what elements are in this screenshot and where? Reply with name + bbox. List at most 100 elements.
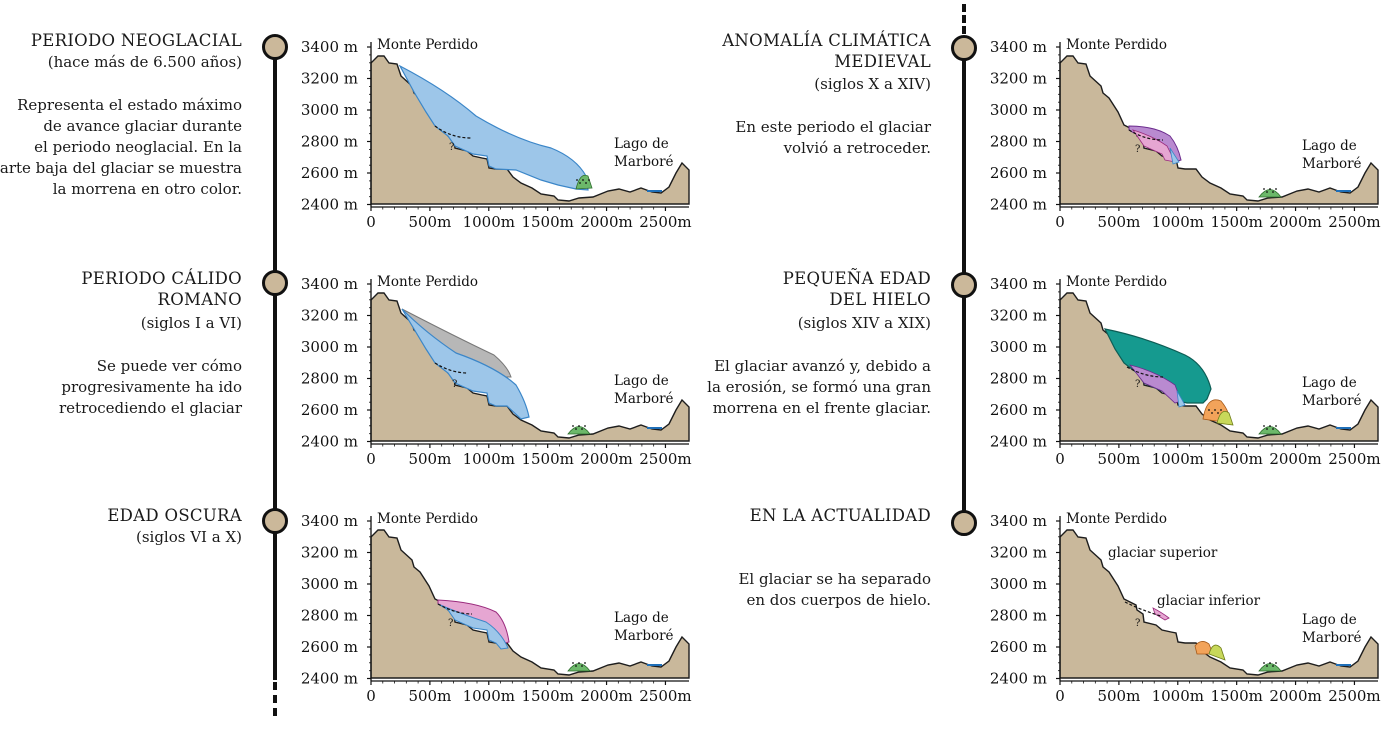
green-moraine [575,174,593,190]
title-line: ROMANO [157,290,242,309]
lake-label: Marboré [1302,156,1362,172]
x-tick-label: 500m [408,687,451,705]
x-tick-label: 1000m [1152,213,1204,231]
timeline-node-neoglacial [262,34,288,60]
timeline-node-pequena-edad [951,272,977,298]
glacier-ice [398,64,589,191]
moraine-dot [584,425,586,427]
terrain-profile [370,292,690,442]
description-line: El glaciar se ha separado [738,570,931,588]
description-line: En este periodo el glaciar [735,118,931,136]
description-line: parte baja del glaciar se muestra [0,159,242,177]
lake-label: Lago de [1302,612,1357,628]
x-tick-label: 1500m [1210,687,1262,705]
title-line: PERIODO CÁLIDO [81,269,242,288]
y-tick-label: 3000 m [990,338,1047,356]
moraine-dot [1263,662,1265,664]
x-tick-label: 500m [408,450,451,468]
profile-panel: 3400 m 3200 m 3000 m 2800 m 2600 m 2400 m 0 500… [985,30,1385,235]
y-tick-label: 3400 m [301,38,358,56]
lake-marbore [1336,427,1351,429]
description-line: el periodo neoglacial. En la [34,138,242,156]
period-description: El glaciar avanzó y, debido a la erosión… [611,356,931,419]
period-description: Representa el estado máximo de avance gl… [0,95,242,200]
y-tick-label: 2400 m [301,196,358,214]
moraine-dot [578,662,580,664]
period-description: En este periodo el glaciar volvió a retr… [611,117,931,159]
x-tick-label: 2500m [639,213,691,231]
lake-marbore [647,427,662,429]
lake-marbore [647,664,662,666]
y-tick-label: 2600 m [990,638,1047,656]
lake-label: Marboré [1302,393,1362,409]
moraine-dot [1220,409,1222,411]
period-subtitle: (siglos X a XIV) [814,75,931,93]
green-moraine [1258,663,1282,672]
x-tick-label: 500m [1097,450,1140,468]
moraine-dot [579,182,581,184]
moraine-dot [1275,425,1277,427]
period-subtitle: (hace más de 6.500 años) [47,53,242,71]
x-tick-label: 2500m [639,450,691,468]
y-tick-label: 3000 m [301,338,358,356]
lake-label: Lago de [614,610,669,626]
period-title: ANOMALÍA CLIMÁTICA MEDIEVAL [611,30,931,72]
moraine-dot [1269,425,1271,427]
lake-label: Lago de [1302,138,1357,154]
moraine-dot [1208,409,1210,411]
y-tick-label: 2600 m [301,401,358,419]
profile-panel: 3400 m 3200 m 3000 m 2800 m 2600 m 2400 m 0 500… [296,504,696,709]
title-line: EDAD OSCURA [107,506,242,525]
peak-label: Monte Perdido [377,511,478,527]
lake-label: Lago de [614,136,669,152]
period-description: El glaciar se ha separado en dos cuerpos… [611,569,931,611]
yellow-moraine [1216,410,1234,426]
x-tick-label: 2000m [1269,687,1321,705]
timeline-node-medieval [951,35,977,61]
question-mark: ? [1135,144,1140,155]
moraine-dot [572,662,574,664]
y-tick-label: 3000 m [301,101,358,119]
title-line: MEDIEVAL [834,52,931,71]
moraine-dot [581,428,583,430]
lake-label: Marboré [614,628,674,644]
glacier-ice [401,308,530,420]
x-tick-label: 500m [408,213,451,231]
x-tick-label: 2500m [1328,450,1380,468]
x-tick-label: 2000m [1269,213,1321,231]
x-tick-label: 500m [1097,687,1140,705]
profile-svg: 3400 m 3200 m 3000 m 2800 m 2600 m 2400 m 0 500… [990,274,1381,468]
question-mark: ? [452,379,457,390]
right-timeline-continuation [962,4,970,34]
y-tick-label: 2600 m [301,638,358,656]
bedrock-dashed-line [434,362,469,374]
lower-glacier-label: glaciar inferior [1157,593,1261,609]
moraine-dot [575,428,577,430]
y-tick-label: 3200 m [301,307,358,325]
moraine-dot [1217,412,1219,414]
timeline-node-romano [262,270,288,296]
title-line: PEQUEÑA EDAD [782,269,931,288]
peak-label: Monte Perdido [377,274,478,290]
left-timeline [273,44,277,680]
period-description: Se puede ver cómo progresivamente ha ido… [0,356,242,419]
glacier-ice [1169,147,1180,165]
x-tick-label: 1500m [521,687,573,705]
x-tick-label: 1500m [1210,450,1262,468]
y-tick-label: 3400 m [990,38,1047,56]
title-line: EN LA ACTUALIDAD [749,506,931,525]
profile-panel: 3400 m 3200 m 3000 m 2800 m 2600 m 2400 m 0 500… [296,267,696,472]
x-tick-label: 2500m [639,687,691,705]
lake-marbore [1336,190,1351,192]
x-tick-label: 0 [366,687,376,705]
y-tick-label: 3200 m [990,70,1047,88]
period-title: PERIODO NEOGLACIAL [0,30,242,51]
moraine-dot [1263,188,1265,190]
y-tick-label: 2800 m [990,133,1047,151]
y-tick-label: 3000 m [990,575,1047,593]
moraine-dot [584,662,586,664]
timeline-node-actualidad [951,510,977,536]
period-title: PEQUEÑA EDAD DEL HIELO [611,268,931,310]
lake-marbore [1336,664,1351,666]
x-tick-label: 1000m [463,450,515,468]
